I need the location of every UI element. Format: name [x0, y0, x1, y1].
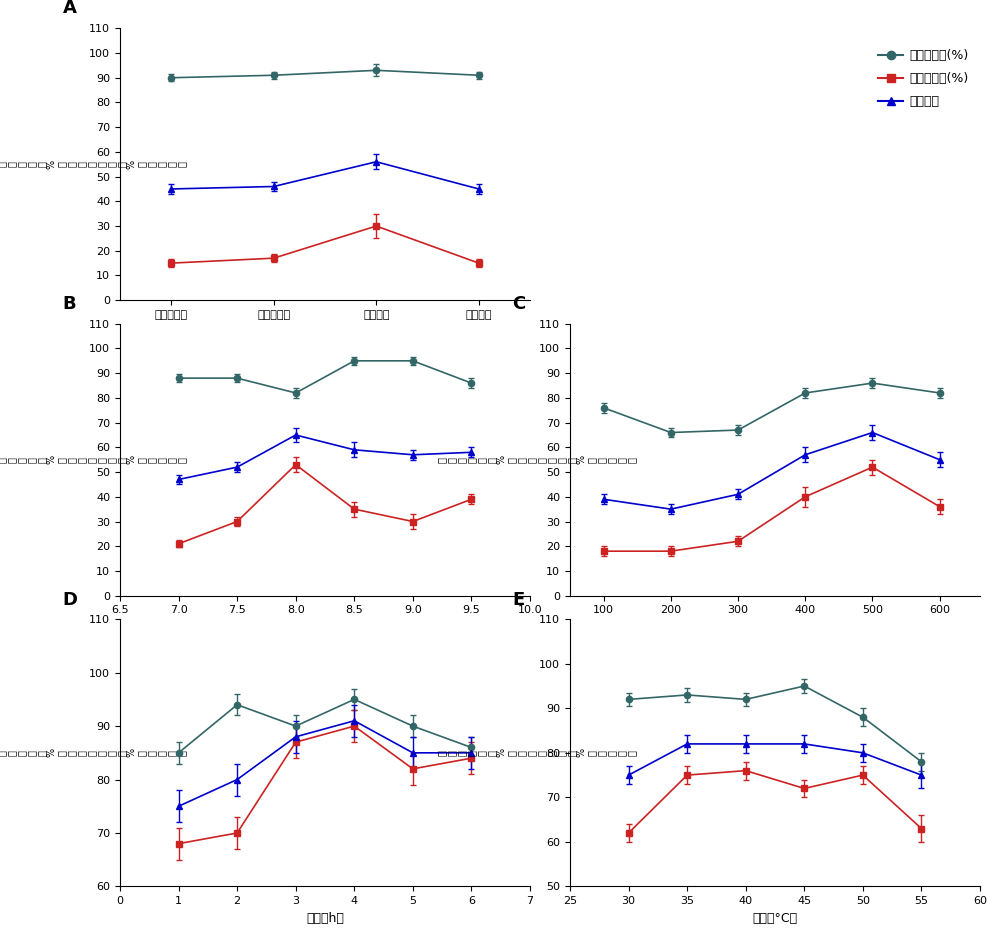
X-axis label: 时间（h）: 时间（h）	[306, 912, 344, 925]
Text: D: D	[63, 590, 78, 608]
Text: E: E	[513, 590, 525, 608]
X-axis label: pH: pH	[316, 620, 334, 634]
Y-axis label: 多
糖
保
留
率
（
%
）
蛋
白
清
除
率
（
%
）
综
合
评
分: 多 糖 保 留 率 （ % ） 蛋 白 清 除 率 （ % ） 综 合 评 分	[437, 748, 637, 757]
X-axis label: 酶种类: 酶种类	[314, 325, 336, 339]
X-axis label: 酶活（U/mL）: 酶活（U/mL）	[744, 620, 806, 634]
X-axis label: 温度（°C）: 温度（°C）	[752, 912, 798, 925]
Y-axis label: 多
糖
保
留
率
（
%
）
蛋
白
清
除
率
（
%
）
综
合
评
分: 多 糖 保 留 率 （ % ） 蛋 白 清 除 率 （ % ） 综 合 评 分	[0, 455, 186, 464]
Text: B: B	[63, 295, 76, 313]
Y-axis label: 多
糖
保
留
率
（
%
）
蛋
白
清
除
率
（
%
）
综
合
评
分: 多 糖 保 留 率 （ % ） 蛋 白 清 除 率 （ % ） 综 合 评 分	[0, 159, 186, 169]
Y-axis label: 多
糖
保
留
率
（
%
）
蛋
白
清
除
率
（
%
）
综
合
评
分: 多 糖 保 留 率 （ % ） 蛋 白 清 除 率 （ % ） 综 合 评 分	[437, 455, 637, 464]
Text: A: A	[63, 0, 76, 17]
Y-axis label: 多
糖
保
留
率
（
%
）
蛋
白
清
除
率
（
%
）
综
合
评
分: 多 糖 保 留 率 （ % ） 蛋 白 清 除 率 （ % ） 综 合 评 分	[0, 748, 186, 757]
Text: C: C	[513, 295, 526, 313]
Legend: 多糖保留率(%), 蛋白清除率(%), 综合评分: 多糖保留率(%), 蛋白清除率(%), 综合评分	[873, 44, 974, 113]
